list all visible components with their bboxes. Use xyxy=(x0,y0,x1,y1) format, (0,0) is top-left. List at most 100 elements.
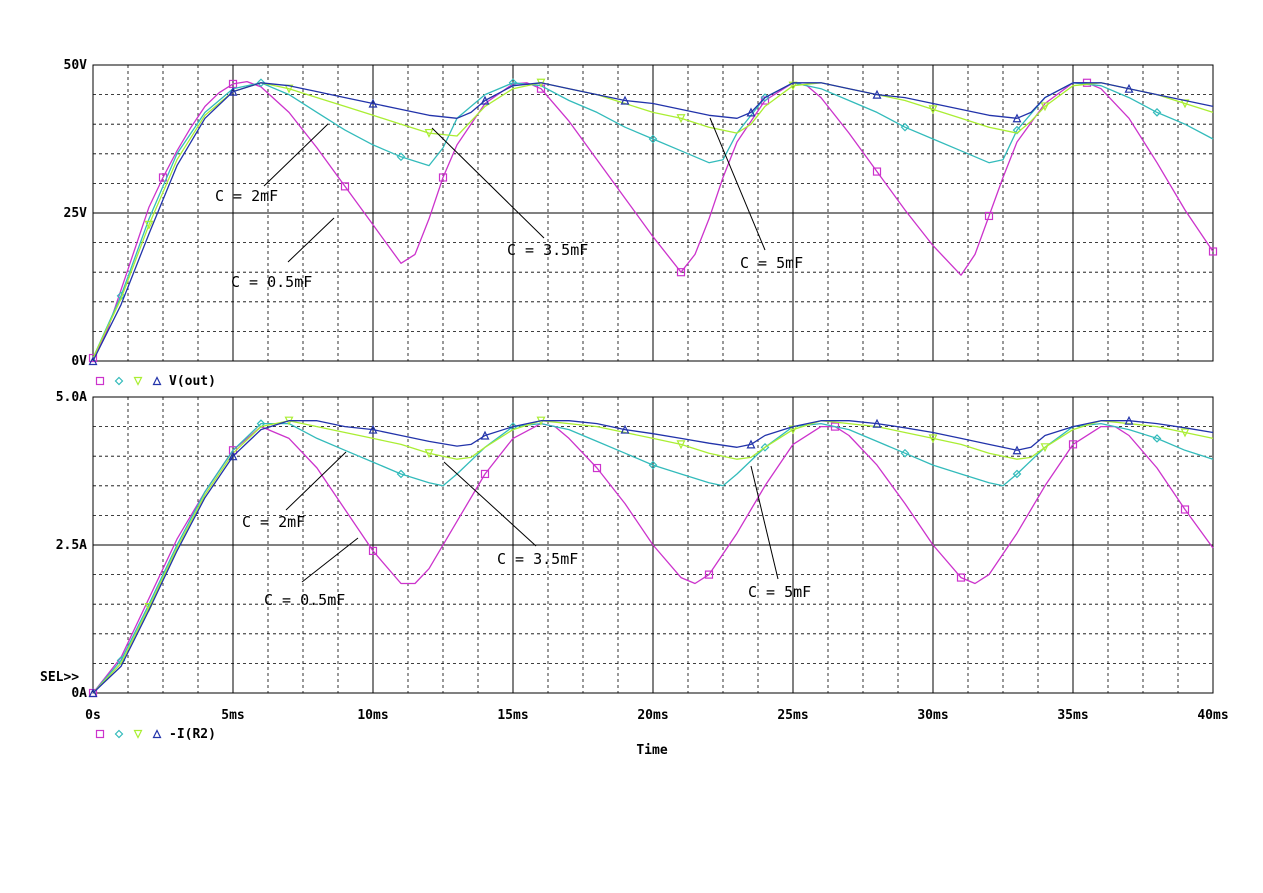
series-marker-c_5mF xyxy=(746,439,756,449)
series-marker-c_0_5mF xyxy=(1180,505,1190,514)
series-marker-c_2mF xyxy=(900,448,910,458)
series-marker-c_5mF xyxy=(620,95,630,105)
series-marker-c_5mF xyxy=(88,356,98,366)
series-marker-c_0_5mF xyxy=(368,546,378,556)
voltage-y-axis: 0V 25V 50V xyxy=(64,58,88,369)
arrow-c-2mf xyxy=(285,451,347,511)
y-tick-label: 25V xyxy=(64,206,88,221)
annotation-c-5mf: C = 5mF xyxy=(740,254,803,272)
arrow-c-0.5mf xyxy=(301,537,359,583)
series-marker-c_3_5mF xyxy=(676,114,686,124)
series-marker-c_0_5mF xyxy=(704,570,714,579)
series-marker-c_3_5mF xyxy=(1040,102,1050,112)
voltage-plot-grid xyxy=(93,65,1213,361)
annotation-c-2mf: C = 2mF xyxy=(242,513,305,531)
series-marker-c_0_5mF xyxy=(872,167,882,176)
series-marker-c_0_5mF xyxy=(1068,440,1078,449)
series-marker-c_2mF xyxy=(1012,469,1022,479)
series-marker-c_2mF xyxy=(900,122,910,132)
series-marker-c_2mF xyxy=(396,469,406,479)
arrow-c-5mf xyxy=(709,117,766,251)
series-marker-c_5mF xyxy=(368,424,378,434)
legend-marker-c_2mF xyxy=(114,376,124,386)
x-tick-label: 0s xyxy=(85,708,101,723)
series-marker-c_2mF xyxy=(1152,108,1162,117)
x-tick-label: 5ms xyxy=(221,708,244,723)
series-marker-c_5mF xyxy=(228,86,238,96)
annotation-c-3.5mf: C = 3.5mF xyxy=(497,550,578,568)
arrow-c-3.5mf xyxy=(443,461,537,547)
y-tick-label: 5.0A xyxy=(56,390,87,405)
series-marker-c_2mF xyxy=(648,134,658,144)
series-marker-c_3_5mF xyxy=(1180,428,1190,438)
arrow-c-2mf xyxy=(263,123,329,187)
series-line-c_0_5mF xyxy=(92,80,1214,359)
series-marker-c_5mF xyxy=(88,688,98,698)
legend-marker-c_3_5mF xyxy=(133,376,143,386)
series-marker-c_0_5mF xyxy=(676,268,686,277)
series-marker-c_5mF xyxy=(228,451,238,461)
series-marker-c_3_5mF xyxy=(928,105,938,115)
series-marker-c_3_5mF xyxy=(424,449,434,459)
series-marker-c_3_5mF xyxy=(424,128,434,138)
current-y-axis: 0A 2.5A 5.0A xyxy=(56,390,87,701)
series-marker-c_0_5mF xyxy=(438,173,448,182)
selection-indicator[interactable]: SEL>> xyxy=(40,670,79,685)
series-marker-c_2mF xyxy=(256,78,266,88)
series-line-c_3_5mF xyxy=(92,420,1214,694)
series-line-c_5mF xyxy=(92,420,1214,694)
series-marker-c_2mF xyxy=(648,460,658,470)
series-marker-c_5mF xyxy=(620,424,630,434)
voltage-annotations: C = 2mF C = 0.5mF C = 3.5mF C = 5mF xyxy=(215,117,803,291)
x-tick-label: 10ms xyxy=(357,708,388,723)
series-marker-c_3_5mF xyxy=(1040,443,1050,453)
x-tick-label: 40ms xyxy=(1197,708,1228,723)
series-marker-c_0_5mF xyxy=(88,353,98,363)
series-marker-c_5mF xyxy=(872,89,882,99)
series-line-c_5mF xyxy=(92,82,1214,362)
legend-marker-c_3_5mF xyxy=(133,729,143,739)
current-annotations: C = 2mF C = 0.5mF C = 3.5mF C = 5mF xyxy=(242,451,811,609)
series-line-c_0_5mF xyxy=(92,422,1214,694)
y-tick-label: 0V xyxy=(71,354,87,369)
series-marker-c_0_5mF xyxy=(592,463,602,473)
series-marker-c_0_5mF xyxy=(830,422,840,431)
series-marker-c_5mF xyxy=(480,430,490,440)
series-marker-c_5mF xyxy=(1124,415,1134,425)
legend-marker-c_5mF xyxy=(152,376,162,386)
arrow-c-0.5mf xyxy=(287,217,335,263)
series-marker-c_5mF xyxy=(746,107,756,117)
series-marker-c_0_5mF xyxy=(480,469,490,479)
current-legend-label: -I(R2) xyxy=(169,727,216,742)
annotation-c-0.5mf: C = 0.5mF xyxy=(231,273,312,291)
voltage-plot[interactable]: 0V 25V 50V C = 2mF C = 0.5mF C = 3.5mF C =… xyxy=(64,58,1218,389)
legend-marker-c_0_5mF xyxy=(95,376,105,386)
current-series-group xyxy=(88,415,1214,698)
series-marker-c_0_5mF xyxy=(984,211,994,221)
current-legend-markers xyxy=(95,729,162,739)
voltage-series-group xyxy=(88,78,1218,366)
legend-marker-c_0_5mF xyxy=(95,729,105,739)
series-marker-c_5mF xyxy=(480,95,490,105)
time-x-axis: 0s 5ms 10ms 15ms 20ms 25ms 30ms 35ms 40ms xyxy=(85,708,1228,723)
series-marker-c_5mF xyxy=(1012,445,1022,455)
y-tick-label: 0A xyxy=(71,686,87,701)
voltage-legend-markers xyxy=(95,376,162,386)
voltage-legend-label: V(out) xyxy=(169,374,216,389)
series-marker-c_0_5mF xyxy=(340,182,350,191)
arrow-c-5mf xyxy=(750,465,779,580)
series-marker-c_5mF xyxy=(872,418,882,428)
x-axis-title: Time xyxy=(636,743,667,758)
series-marker-c_5mF xyxy=(1124,83,1134,93)
arrow-c-3.5mf xyxy=(431,127,545,239)
legend-marker-c_2mF xyxy=(114,729,124,739)
current-plot[interactable]: 0A 2.5A 5.0A 0s 5ms 10ms 15ms 20ms 25ms 30ms 35ms… xyxy=(40,390,1229,742)
series-marker-c_3_5mF xyxy=(676,440,686,450)
legend-marker-c_5mF xyxy=(152,729,162,739)
x-tick-label: 35ms xyxy=(1057,708,1088,723)
series-marker-c_0_5mF xyxy=(1208,247,1218,256)
x-tick-label: 20ms xyxy=(637,708,668,723)
x-tick-label: 15ms xyxy=(497,708,528,723)
